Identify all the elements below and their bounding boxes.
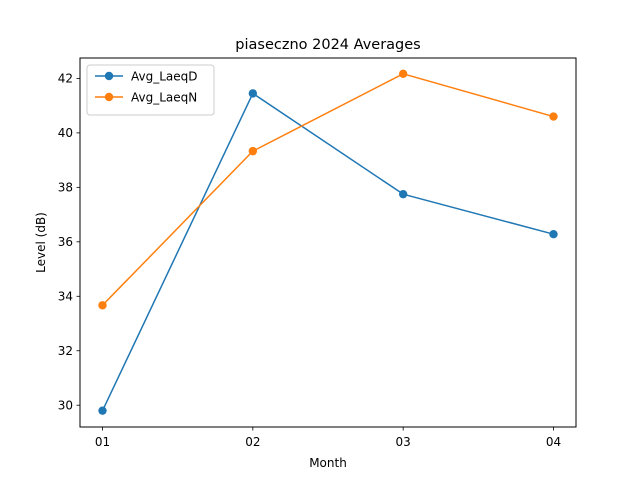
- legend-label: Avg_LaeqN: [131, 90, 197, 104]
- series-avg-laeqn: [98, 69, 558, 310]
- y-axis-label: Level (dB): [34, 212, 48, 273]
- data-point: [398, 189, 408, 199]
- data-point: [98, 406, 107, 415]
- series-avg-laeqd: [98, 89, 558, 415]
- y-tick-label: 30: [58, 399, 73, 413]
- data-point: [248, 89, 258, 98]
- legend-marker: [104, 92, 114, 102]
- data-point: [398, 69, 408, 78]
- x-tick-label: 03: [396, 435, 411, 449]
- legend-marker: [104, 71, 114, 81]
- data-point: [248, 146, 258, 156]
- y-axis: 30 32 34 36 38 40 42: [58, 72, 80, 413]
- chart-title: piaseczno 2024 Averages: [235, 37, 420, 53]
- y-tick-label: 32: [58, 344, 73, 358]
- x-axis: 01 02 03 04: [95, 427, 561, 449]
- data-point: [98, 301, 107, 310]
- legend: Avg_LaeqD Avg_LaeqN: [86, 64, 215, 116]
- legend-label: Avg_LaeqD: [131, 69, 198, 83]
- y-tick-label: 36: [58, 235, 73, 249]
- x-axis-label: Month: [309, 456, 347, 470]
- y-tick-label: 34: [58, 290, 73, 304]
- legend-item: Avg_LaeqN: [95, 90, 197, 104]
- data-point: [549, 112, 558, 121]
- legend-item: Avg_LaeqD: [95, 69, 198, 83]
- y-tick-label: 38: [58, 181, 73, 195]
- plot-frame: [79, 57, 577, 428]
- y-tick-label: 40: [58, 126, 73, 140]
- plot-area: [79, 57, 577, 428]
- data-point: [549, 229, 558, 239]
- x-tick-label: 04: [546, 435, 561, 449]
- y-tick-label: 42: [58, 72, 73, 86]
- series-layer: [98, 69, 558, 415]
- x-tick-label: 01: [95, 435, 110, 449]
- x-tick-label: 02: [245, 435, 260, 449]
- series-line: [101, 73, 554, 306]
- series-line: [101, 92, 554, 411]
- legend-box: [86, 64, 215, 116]
